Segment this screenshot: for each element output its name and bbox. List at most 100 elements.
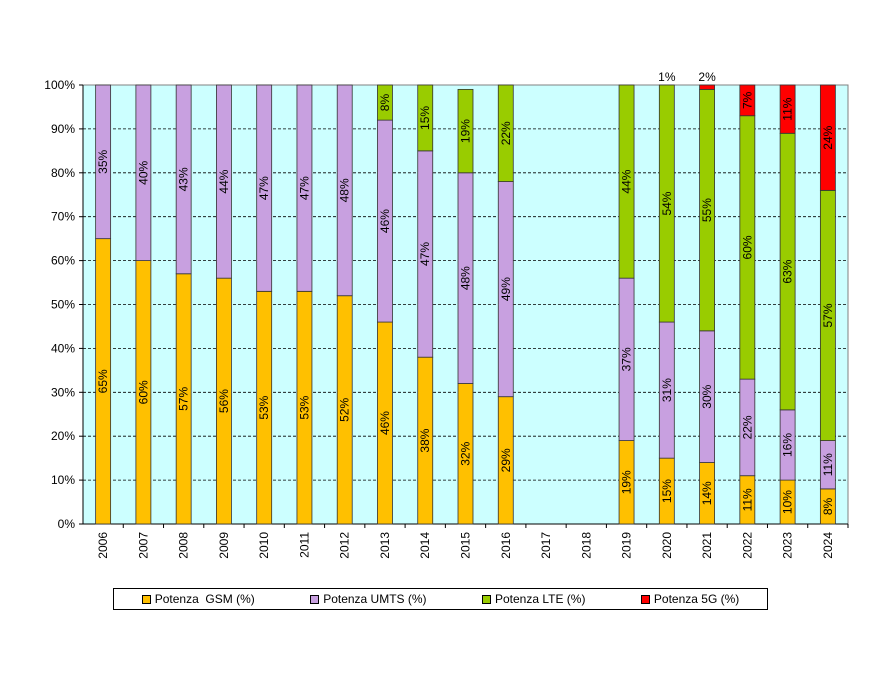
bar-segment bbox=[377, 84, 393, 121]
data-label: 49% bbox=[499, 277, 513, 301]
bar-segment bbox=[779, 84, 796, 134]
data-label: 29% bbox=[499, 448, 513, 472]
y-tick-label: 90% bbox=[51, 122, 75, 136]
data-label: 46% bbox=[378, 411, 392, 435]
bar-segment bbox=[417, 84, 434, 152]
data-label: 57% bbox=[821, 303, 835, 327]
bar-segment bbox=[336, 84, 353, 297]
legend-item: Potenza LTE (%) bbox=[481, 592, 585, 606]
y-tick-label: 40% bbox=[51, 341, 75, 355]
legend-swatch bbox=[141, 594, 151, 604]
data-label: 38% bbox=[418, 428, 432, 452]
bar-segment bbox=[457, 88, 474, 174]
legend-swatch bbox=[481, 594, 491, 604]
data-label: 40% bbox=[136, 160, 150, 184]
bar-segment bbox=[739, 84, 756, 117]
x-tick-label: 2007 bbox=[136, 532, 150, 559]
x-tick-label: 2024 bbox=[821, 532, 835, 559]
x-tick-label: 2006 bbox=[96, 532, 110, 559]
data-label: 46% bbox=[378, 209, 392, 233]
x-tick-label: 2014 bbox=[418, 532, 432, 559]
data-label: 47% bbox=[257, 176, 271, 200]
y-tick-label: 80% bbox=[51, 166, 75, 180]
data-label: 44% bbox=[620, 169, 634, 193]
bar-segment bbox=[95, 84, 112, 240]
bar-segment bbox=[819, 84, 836, 191]
data-label: 52% bbox=[338, 398, 352, 422]
bar-segment bbox=[699, 84, 715, 90]
legend-swatch bbox=[310, 594, 320, 604]
y-tick-label: 10% bbox=[51, 473, 75, 487]
x-tick-label: 2017 bbox=[539, 532, 553, 559]
data-label: 47% bbox=[297, 176, 311, 200]
data-label: 1% bbox=[658, 70, 676, 84]
legend-label: Potenza UMTS (%) bbox=[323, 592, 427, 606]
y-tick-label: 60% bbox=[51, 254, 75, 268]
data-label: 22% bbox=[499, 121, 513, 145]
x-tick-label: 2011 bbox=[297, 532, 311, 558]
data-label: 65% bbox=[96, 369, 110, 393]
x-tick-label: 2015 bbox=[459, 532, 473, 559]
data-label: 53% bbox=[257, 395, 271, 419]
data-label: 8% bbox=[821, 497, 835, 515]
bar-segment bbox=[216, 84, 232, 279]
data-label: 60% bbox=[740, 235, 754, 259]
data-label: 14% bbox=[700, 481, 714, 505]
data-label: 43% bbox=[177, 167, 191, 191]
x-tick-label: 2009 bbox=[217, 532, 231, 559]
bar-segment bbox=[135, 84, 152, 262]
data-label: 7% bbox=[740, 91, 754, 109]
data-label: 8% bbox=[378, 94, 392, 112]
legend-label: Potenza 5G (%) bbox=[653, 592, 740, 606]
data-label: 48% bbox=[459, 266, 473, 290]
data-label: 19% bbox=[620, 470, 634, 494]
legend-item: Potenza GSM (%) bbox=[141, 592, 255, 606]
x-tick-label: 2012 bbox=[338, 532, 352, 559]
data-label: 16% bbox=[781, 433, 795, 457]
y-tick-label: 20% bbox=[51, 429, 75, 443]
legend-item: Potenza 5G (%) bbox=[640, 592, 740, 606]
data-label: 11% bbox=[781, 97, 795, 120]
data-label: 31% bbox=[660, 378, 674, 402]
data-label: 48% bbox=[338, 178, 352, 202]
x-tick-label: 2013 bbox=[378, 532, 392, 559]
data-label: 63% bbox=[781, 259, 795, 283]
y-tick-label: 100% bbox=[44, 78, 75, 92]
data-label: 2% bbox=[698, 70, 716, 84]
data-label: 53% bbox=[297, 395, 311, 419]
x-tick-label: 2023 bbox=[781, 532, 795, 559]
bar-segment bbox=[296, 84, 313, 292]
data-label: 30% bbox=[700, 384, 714, 408]
data-label: 54% bbox=[660, 191, 674, 215]
y-tick-label: 70% bbox=[51, 210, 75, 224]
legend-label: Potenza GSM (%) bbox=[154, 592, 255, 606]
data-label: 37% bbox=[620, 347, 634, 371]
bar-segment bbox=[658, 84, 675, 323]
y-tick-label: 50% bbox=[51, 298, 75, 312]
data-label: 57% bbox=[177, 387, 191, 411]
data-label: 47% bbox=[418, 242, 432, 266]
x-tick-label: 2008 bbox=[177, 532, 191, 559]
data-label: 32% bbox=[459, 441, 473, 465]
x-tick-label: 2019 bbox=[620, 532, 634, 559]
data-label: 24% bbox=[821, 125, 835, 149]
data-label: 56% bbox=[217, 389, 231, 413]
data-label: 55% bbox=[700, 198, 714, 222]
x-tick-label: 2016 bbox=[499, 532, 513, 559]
data-label: 15% bbox=[418, 106, 432, 130]
x-tick-label: 2022 bbox=[740, 532, 754, 559]
x-tick-label: 2020 bbox=[660, 532, 674, 559]
bar-segment bbox=[497, 84, 514, 182]
data-label: 35% bbox=[96, 149, 110, 173]
data-label: 60% bbox=[136, 380, 150, 404]
data-label: 22% bbox=[740, 415, 754, 439]
data-label: 10% bbox=[781, 490, 795, 514]
data-label: 11% bbox=[821, 453, 835, 476]
bar-segment bbox=[256, 84, 273, 292]
data-label: 11% bbox=[740, 488, 754, 511]
y-tick-label: 30% bbox=[51, 385, 75, 399]
legend: Potenza GSM (%) Potenza UMTS (%) Potenza L… bbox=[113, 588, 768, 610]
x-tick-label: 2018 bbox=[579, 532, 593, 559]
data-label: 44% bbox=[217, 169, 231, 193]
